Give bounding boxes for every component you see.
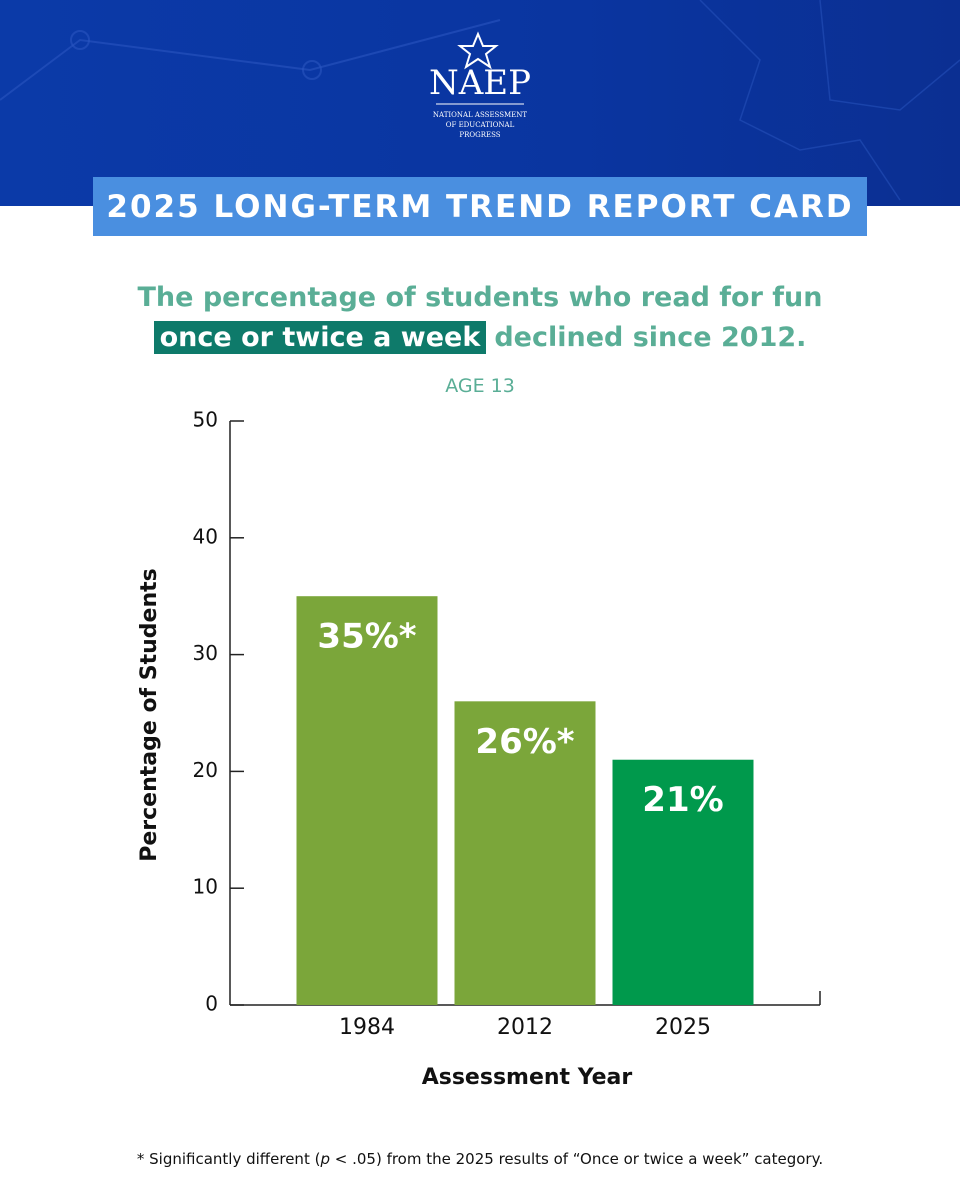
chart-title-line: once or twice a week declined since 2012.: [0, 321, 960, 354]
y-tick-label: 20: [193, 758, 218, 782]
y-tick-label: 10: [193, 875, 218, 899]
footnote-italic: p: [320, 1150, 330, 1168]
bar: [454, 701, 596, 1005]
logo-line: PROGRESS: [459, 131, 500, 139]
value-label: 21%: [642, 780, 723, 820]
y-axis-label: Percentage of Students: [137, 568, 162, 862]
footnote: * Significantly different (p < .05) from…: [0, 1150, 960, 1168]
y-tick-label: 40: [193, 524, 218, 548]
y-tick-label: 30: [193, 641, 218, 665]
chart-title: The percentage of students who read for …: [137, 282, 823, 313]
banner: 2025 LONG-TERM TREND REPORT CARD: [93, 177, 867, 236]
x-axis-label: Assessment Year: [422, 1065, 633, 1090]
logo: NAEP: [429, 63, 531, 103]
x-tick-label: 2012: [497, 1015, 553, 1040]
chart: Percentage of Students Assessment Year 0…: [137, 408, 821, 1090]
title-end: declined since 2012.: [494, 322, 807, 353]
logo-line: OF EDUCATIONAL: [446, 121, 515, 129]
subtitle: AGE 13: [445, 375, 515, 397]
x-tick-label: 1984: [339, 1015, 395, 1040]
title-highlight: once or twice a week: [153, 321, 487, 354]
bar: [612, 759, 754, 1005]
value-label: 35%*: [317, 617, 416, 657]
header-art: NAEP NATIONAL ASSESSMENT OF EDUCATIONAL …: [0, 0, 960, 201]
header: NAEP NATIONAL ASSESSMENT OF EDUCATIONAL …: [0, 0, 960, 206]
footnote-end: < .05) from the 2025 results of “Once or…: [329, 1150, 824, 1168]
value-label: 26%*: [475, 722, 574, 762]
footnote-start: * Significantly different (: [136, 1150, 321, 1168]
x-tick-label: 2025: [655, 1015, 711, 1040]
logo-line: NATIONAL ASSESSMENT: [433, 111, 528, 119]
y-tick-label: 0: [205, 992, 218, 1016]
bar: [296, 596, 438, 1005]
y-tick-label: 50: [193, 408, 218, 432]
